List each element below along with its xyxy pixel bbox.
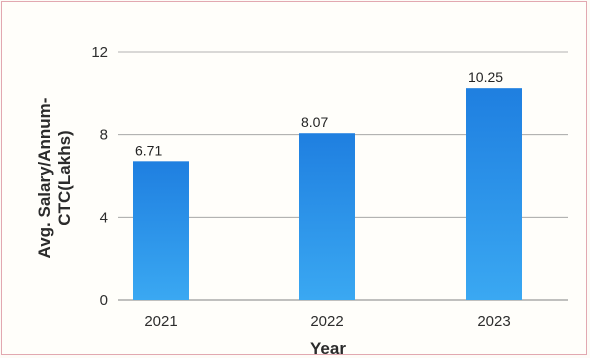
y-axis-title-line1: Avg. Salary/Annum- — [35, 98, 54, 259]
bar-2022 — [299, 133, 355, 300]
x-tick-2022: 2022 — [310, 313, 343, 330]
x-tick-2021: 2021 — [144, 313, 177, 330]
y-tick-0: 0 — [100, 292, 108, 309]
x-tick-labels: 2021 2022 2023 — [144, 313, 510, 330]
data-label-2023: 10.25 — [468, 69, 503, 85]
bar-2023 — [466, 88, 522, 301]
y-axis-title-line2: CTC(Lakhs) — [55, 130, 74, 225]
data-labels: 6.71 8.07 10.25 — [135, 69, 503, 158]
bars — [133, 88, 522, 301]
x-tick-2023: 2023 — [477, 313, 510, 330]
y-tick-labels: 0 4 8 12 — [91, 44, 108, 309]
data-label-2022: 8.07 — [301, 114, 328, 130]
y-tick-4: 4 — [100, 209, 108, 226]
bar-2021 — [133, 161, 189, 300]
y-tick-12: 12 — [91, 44, 108, 61]
y-tick-8: 8 — [100, 127, 108, 144]
data-label-2021: 6.71 — [135, 142, 162, 158]
x-axis-title: Year — [310, 339, 346, 358]
